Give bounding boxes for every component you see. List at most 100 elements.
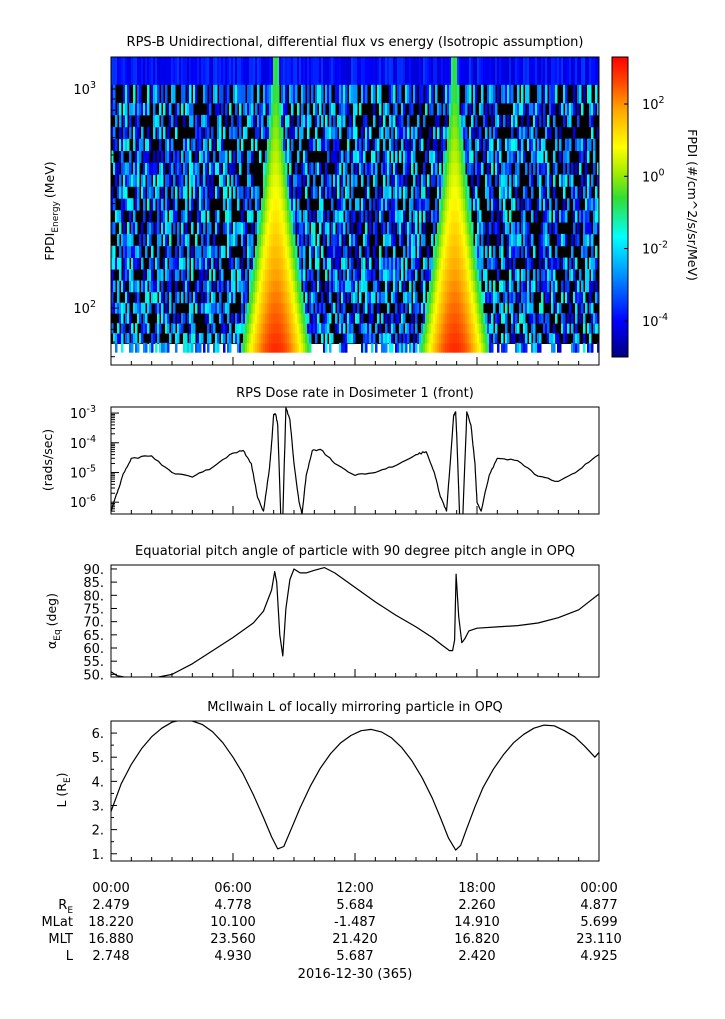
- heatmap-cell: [415, 313, 418, 324]
- heatmap-cell: [545, 291, 548, 304]
- heatmap-cell: [333, 222, 336, 235]
- heatmap-cell: [523, 291, 526, 304]
- heatmap-cell: [587, 210, 590, 223]
- heatmap-cell: [127, 222, 130, 235]
- heatmap-cell: [349, 84, 352, 104]
- heatmap-cell: [467, 313, 470, 324]
- heatmap-cell: [345, 84, 348, 104]
- heatmap-cell: [167, 269, 170, 281]
- heatmap-cell: [259, 210, 262, 223]
- heatmap-cell: [289, 233, 292, 247]
- heatmap-cell: [175, 280, 178, 293]
- heatmap-cell: [483, 222, 486, 235]
- heatmap-cell: [373, 291, 376, 304]
- heatmap-cell: [431, 174, 434, 187]
- heatmap-cell: [587, 57, 590, 85]
- heatmap-cell: [485, 280, 488, 293]
- heatmap-cell: [127, 269, 130, 281]
- heatmap-cell: [479, 162, 482, 175]
- heatmap-cell: [189, 342, 192, 353]
- heatmap-cell: [519, 138, 522, 152]
- heatmap-cell: [169, 57, 172, 85]
- heatmap-cell: [277, 233, 280, 247]
- heatmap-cell: [141, 280, 144, 293]
- heatmap-cell: [589, 233, 592, 247]
- heatmap-cell: [111, 222, 114, 235]
- heatmap-cell: [281, 198, 284, 211]
- heatmap-cell: [527, 291, 530, 304]
- heatmap-cell: [593, 257, 596, 270]
- heatmap-cell: [391, 57, 394, 85]
- heatmap-cell: [349, 323, 352, 334]
- heatmap-cell: [171, 210, 174, 223]
- heatmap-cell: [459, 138, 462, 152]
- heatmap-cell: [375, 210, 378, 223]
- heatmap-cell: [263, 210, 266, 223]
- heatmap-cell: [205, 233, 208, 247]
- heatmap-cell: [409, 280, 412, 293]
- heatmap-cell: [215, 210, 218, 223]
- heatmap-cell: [219, 257, 222, 270]
- heatmap-cell: [309, 333, 312, 344]
- heatmap-cell: [187, 313, 190, 324]
- heatmap-cell: [239, 323, 242, 334]
- heatmap-cell: [219, 269, 222, 281]
- heatmap-cell: [201, 257, 204, 270]
- heatmap-cell: [563, 84, 566, 104]
- heatmap-cell: [475, 302, 478, 314]
- heatmap-cell: [341, 174, 344, 187]
- heatmap-cell: [447, 269, 450, 281]
- heatmap-cell: [161, 222, 164, 235]
- heatmap-cell: [395, 269, 398, 281]
- heatmap-cell: [311, 269, 314, 281]
- heatmap-cell: [503, 257, 506, 270]
- heatmap-cell: [219, 162, 222, 175]
- heatmap-cell: [459, 222, 462, 235]
- heatmap-cell: [307, 114, 310, 128]
- heatmap-cell: [563, 114, 566, 128]
- heatmap-cell: [267, 280, 270, 293]
- heatmap-cell: [455, 280, 458, 293]
- heatmap-cell: [471, 333, 474, 344]
- heatmap-cell: [373, 162, 376, 175]
- heatmap-cell: [471, 150, 474, 163]
- heatmap-cell: [169, 138, 172, 152]
- heatmap-cell: [111, 269, 114, 281]
- heatmap-title: RPS-B Unidirectional, differential flux …: [127, 35, 584, 50]
- heatmap-cell: [405, 138, 408, 152]
- heatmap-cell: [269, 162, 272, 175]
- heatmap-cell: [157, 269, 160, 281]
- heatmap-cell: [517, 174, 520, 187]
- heatmap-cell: [527, 245, 530, 259]
- heatmap-cell: [553, 257, 556, 270]
- heatmap-cell: [451, 102, 454, 116]
- heatmap-cell: [445, 302, 448, 314]
- heatmap-cell: [139, 313, 142, 324]
- heatmap-cell: [285, 114, 288, 128]
- heatmap-cell: [243, 102, 246, 116]
- heatmap-cell: [169, 162, 172, 175]
- heatmap-cell: [265, 280, 268, 293]
- heatmap-cell: [587, 174, 590, 187]
- dose-rate-line: [111, 407, 599, 514]
- heatmap-cell: [277, 269, 280, 281]
- heatmap-cell: [327, 84, 330, 104]
- heatmap-cell: [553, 186, 556, 199]
- heatmap-cell: [165, 342, 168, 353]
- heatmap-cell: [575, 186, 578, 199]
- heatmap-cell: [475, 233, 478, 247]
- heatmap-cell: [425, 198, 428, 211]
- heatmap-cell: [111, 186, 114, 199]
- heatmap-cell: [235, 333, 238, 344]
- heatmap-cell: [279, 222, 282, 235]
- heatmap-cell: [345, 342, 348, 353]
- colorbar-label: FPDI (#/cm^2/s/sr/MeV): [685, 129, 700, 281]
- heatmap-cell: [225, 114, 228, 128]
- heatmap-cell: [341, 302, 344, 314]
- heatmap-cell: [277, 126, 280, 140]
- heatmap-cell: [271, 302, 274, 314]
- heatmap-cell: [229, 162, 232, 175]
- heatmap-cell: [233, 126, 236, 140]
- heatmap-cell: [485, 102, 488, 116]
- heatmap-cell: [359, 291, 362, 304]
